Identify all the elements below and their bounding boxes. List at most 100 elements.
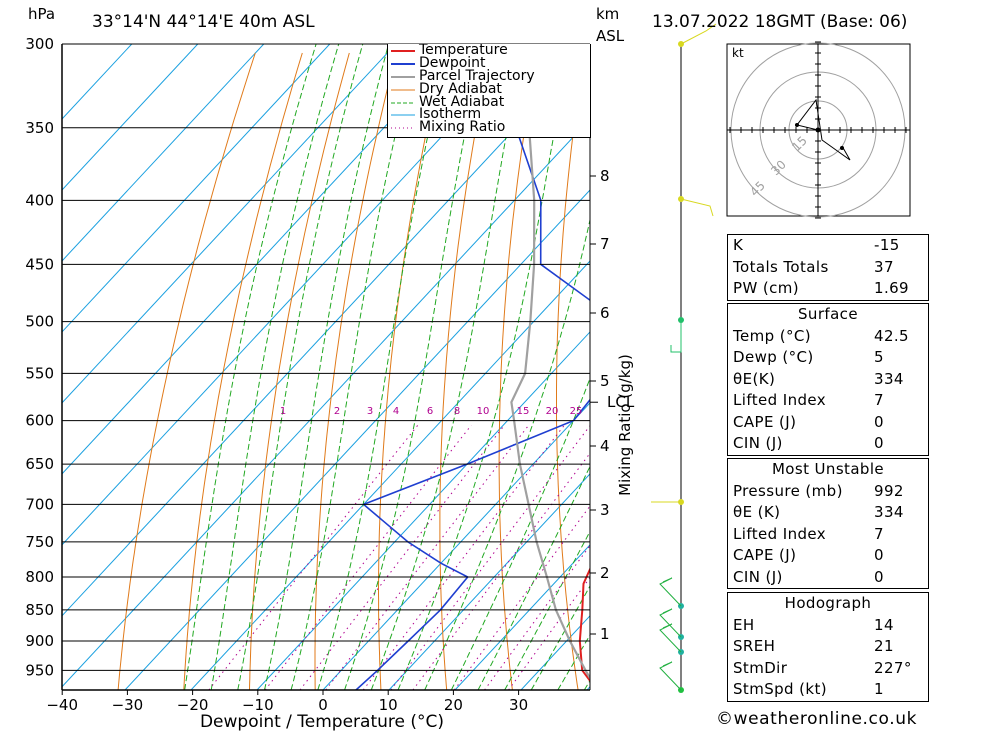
table-row: Lifted Index 7 [728, 524, 928, 546]
row-value: -15 [874, 236, 900, 254]
wind-barb [659, 577, 682, 607]
legend-item: Dry Adiabat [388, 80, 590, 97]
legend-swatch [391, 89, 415, 91]
isotherm-line [62, 44, 397, 404]
isotherm-line [62, 44, 199, 191]
lcl-label: LCL [607, 393, 635, 411]
wind-barb [659, 608, 682, 638]
dry-adiabat-line [183, 52, 303, 690]
legend-label: Temperature [419, 42, 508, 58]
row-value: 334 [874, 503, 904, 521]
wind-barb [680, 198, 714, 217]
legend-swatch [391, 114, 415, 116]
legend-swatch [391, 75, 415, 78]
wet-adiabat-line [210, 44, 340, 690]
row-value: 21 [874, 637, 894, 655]
mixing-ratio-label: 2 [334, 406, 340, 417]
row-value: 0 [874, 546, 884, 564]
wind-barb [659, 661, 682, 691]
table-row: Totals Totals 37 [728, 257, 928, 279]
isotherm-line [124, 189, 590, 690]
table-row: EH 14 [728, 615, 928, 637]
table-row: StmDir 227° [728, 658, 928, 680]
row-key: EH [733, 615, 755, 634]
row-key: CAPE (J) [733, 412, 797, 431]
table-row: StmSpd (kt) 1 [728, 679, 928, 701]
row-key: StmSpd (kt) [733, 680, 828, 698]
wet-adiabat-line [344, 44, 484, 690]
wind-barb [680, 23, 717, 45]
pressure-tick-label: 900 [25, 632, 54, 650]
table-row: CAPE (J) 0 [728, 412, 928, 434]
hodograph-unit-label: kt [732, 46, 744, 60]
wind-barb [659, 623, 682, 653]
indices-table: K -15 Totals Totals 37 PW (cm) 1.69 [727, 234, 929, 301]
row-value: 0 [874, 412, 884, 431]
x-tick-label: 0 [318, 696, 328, 714]
pressure-tick-label: 650 [25, 455, 54, 473]
mixing-ratio-line [299, 424, 505, 690]
legend-label: Wet Adiabat [419, 93, 505, 110]
isotherm-line [62, 44, 529, 546]
height-tick-label: 3 [600, 501, 610, 519]
legend-label: Dry Adiabat [419, 80, 502, 97]
mixing-ratio-label: 10 [477, 406, 490, 417]
row-value: 992 [874, 481, 904, 500]
mixing-ratio-label: 8 [454, 406, 460, 417]
copyright-link[interactable]: ©weatheronline.co.uk [716, 709, 918, 729]
table-row: Pressure (mb) 992 [728, 481, 928, 503]
legend-item: Mixing Ratio [388, 120, 590, 134]
pressure-tick-label: 950 [25, 661, 54, 679]
wind-barb [670, 320, 682, 353]
row-value: 7 [874, 391, 884, 409]
legend-item: Wet Adiabat [388, 93, 590, 110]
mixing-ratio-line [412, 452, 590, 690]
x-tick-label: −10 [242, 696, 274, 714]
table-row: CIN (J) 0 [728, 433, 928, 455]
legend-item: Temperature [388, 42, 590, 58]
pressure-tick-label: 400 [25, 191, 54, 209]
legend-item: Isotherm [388, 108, 590, 121]
dry-adiabat-line [378, 52, 444, 690]
row-key: CAPE (J) [733, 546, 797, 564]
isotherm-line [62, 44, 133, 120]
mixing-ratio-line [208, 424, 419, 690]
legend-swatch [391, 50, 415, 52]
row-value: 7 [874, 524, 884, 543]
wet-adiabat-line [477, 465, 590, 690]
wet-adiabat-line [290, 44, 418, 690]
profile-temperature [578, 566, 590, 683]
isotherm-line [388, 473, 590, 690]
pressure-tick-label: 750 [25, 533, 54, 551]
hodograph-point [795, 123, 799, 127]
mixing-ratio-line [484, 544, 590, 690]
wet-adiabat-line [370, 44, 525, 690]
x-tick-label: −30 [112, 696, 144, 714]
row-value: 0 [874, 567, 884, 586]
pressure-tick-label: 850 [25, 601, 54, 619]
x-tick-label: 10 [379, 696, 398, 714]
height-tick-label: 5 [600, 372, 610, 390]
pressure-tick-label: 550 [25, 364, 54, 382]
row-key: StmDir [733, 658, 788, 677]
dry-adiabat-line [439, 52, 491, 690]
isotherm-line [454, 544, 590, 690]
mixing-ratio-label: 15 [517, 406, 530, 417]
dry-adiabat-line [612, 53, 644, 690]
isotherm-line [190, 260, 590, 690]
table-row: Lifted Index 7 [728, 390, 928, 412]
isotherm-line [62, 44, 463, 475]
wet-adiabat-line [184, 44, 317, 690]
height-tick-label: 4 [600, 437, 610, 455]
dry-adiabat-line [117, 52, 256, 690]
pressure-tick-label: 700 [25, 495, 54, 513]
table-row: K -15 [728, 235, 928, 257]
surface-table: Surface Temp (°C) 42.5 Dewp (°C) 5 θE(K) 334 L… [727, 303, 929, 456]
row-key: CIN (J) [733, 434, 783, 452]
wet-adiabat-line [504, 530, 590, 690]
height-tick-label: 2 [600, 564, 610, 582]
hodograph-trace [796, 98, 851, 161]
row-value: 37 [874, 257, 894, 276]
row-key: Lifted Index [733, 524, 827, 543]
hodograph-point [840, 146, 844, 150]
